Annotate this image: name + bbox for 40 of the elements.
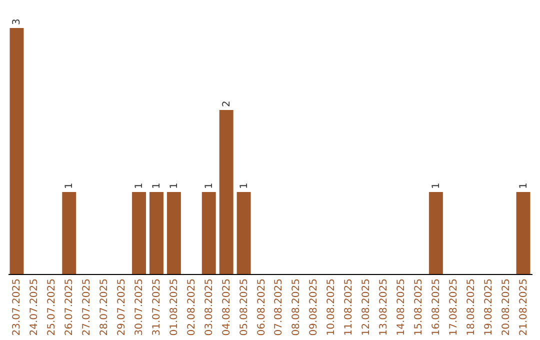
data-label: 1 bbox=[134, 182, 145, 189]
x-tick-label: 05.08.2025 bbox=[238, 278, 250, 336]
x-tick-label: 31.07.2025 bbox=[151, 278, 162, 336]
x-tick-label: 19.08.2025 bbox=[483, 278, 494, 336]
x-tick-label: 23.07.2025 bbox=[12, 278, 23, 336]
x-tick-label: 03.08.2025 bbox=[204, 278, 215, 336]
x-tick-label: 04.08.2025 bbox=[221, 278, 232, 336]
x-tick-label: 13.08.2025 bbox=[378, 278, 390, 336]
data-label: 1 bbox=[204, 182, 215, 189]
x-tick-label: 07.08.2025 bbox=[274, 278, 285, 336]
x-tick-label: 30.07.2025 bbox=[134, 278, 145, 336]
x-tick-label: 16.08.2025 bbox=[430, 278, 442, 336]
x-tick-label: 06.08.2025 bbox=[256, 278, 268, 336]
x-tick-label: 08.08.2025 bbox=[291, 278, 302, 336]
data-label: 1 bbox=[430, 182, 442, 189]
x-tick-label: 15.08.2025 bbox=[413, 278, 424, 336]
data-label: 2 bbox=[221, 100, 232, 107]
data-label: 1 bbox=[168, 182, 180, 189]
x-tick-label: 20.08.2025 bbox=[500, 278, 512, 336]
data-label: 1 bbox=[518, 182, 530, 189]
x-tick-label: 24.07.2025 bbox=[29, 278, 40, 336]
x-tick-label: 18.08.2025 bbox=[466, 278, 477, 336]
data-label: 1 bbox=[238, 182, 250, 189]
x-tick-label: 14.08.2025 bbox=[396, 278, 407, 336]
x-tick-label: 01.08.2025 bbox=[168, 278, 180, 336]
x-tick-label: 09.08.2025 bbox=[308, 278, 320, 336]
x-tick-label: 28.07.2025 bbox=[99, 278, 110, 336]
x-tick-label: 21.08.2025 bbox=[518, 278, 530, 336]
x-tick-label: 12.08.2025 bbox=[361, 278, 372, 336]
x-tick-label: 17.08.2025 bbox=[448, 278, 460, 336]
data-label: 3 bbox=[12, 18, 23, 25]
data-label: 1 bbox=[151, 182, 162, 189]
x-tick-label: 25.07.2025 bbox=[46, 278, 58, 336]
x-tick-label: 26.07.2025 bbox=[64, 278, 76, 336]
data-label: 1 bbox=[64, 182, 76, 189]
x-tick-label: 10.08.2025 bbox=[326, 278, 338, 336]
x-tick-label: 11.08.2025 bbox=[344, 278, 355, 336]
x-tick-label: 02.08.2025 bbox=[186, 278, 198, 336]
x-tick-label: 29.07.2025 bbox=[116, 278, 128, 336]
x-tick-label: 27.07.2025 bbox=[82, 278, 93, 336]
